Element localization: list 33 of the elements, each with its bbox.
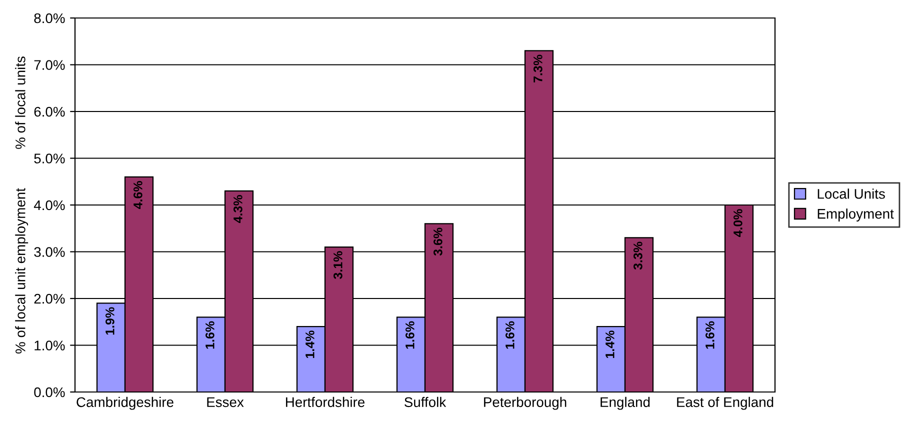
y-tick-label: 2.0% xyxy=(34,294,65,304)
data-label: 3.3% xyxy=(634,242,642,270)
data-label: 4.3% xyxy=(234,195,242,224)
x-tick-label: Cambridgeshire xyxy=(76,396,174,410)
data-label: 1.6% xyxy=(506,321,514,349)
data-label: 1.6% xyxy=(206,321,214,349)
x-tick-label: Suffolk xyxy=(404,396,446,408)
y-tick-label: 3.0% xyxy=(34,247,65,257)
y-tick-label: 6.0% xyxy=(34,106,65,117)
x-tick-label: East of England xyxy=(677,396,774,410)
data-label: 4.6% xyxy=(134,181,142,209)
x-tick-label: Peterborough xyxy=(484,396,566,410)
y-tick-label: 8.0% xyxy=(34,13,65,24)
y-axis-title: % of local unit employment % of local units xyxy=(15,56,28,354)
legend-label: Local Units xyxy=(818,188,885,199)
data-label: 1.4% xyxy=(306,330,314,358)
data-label: 1.6% xyxy=(706,321,714,349)
data-label: 3.6% xyxy=(434,228,442,256)
y-tick-label: 0.0% xyxy=(34,387,65,398)
data-label: 1.4% xyxy=(606,330,614,358)
data-label: 7.3% xyxy=(534,54,542,82)
data-label: 1.6% xyxy=(406,321,414,349)
data-label: 4.0% xyxy=(734,209,742,238)
y-tick-label: 7.0% xyxy=(34,60,65,70)
x-tick-label: England xyxy=(600,396,650,410)
y-tick-label: 4.0% xyxy=(34,200,65,210)
data-label: 1.9% xyxy=(106,307,114,335)
legend-label: Employment xyxy=(818,208,894,222)
x-tick-label: Hertfordshire xyxy=(286,396,365,408)
data-label: 3.1% xyxy=(334,251,342,280)
y-tick-label: 1.0% xyxy=(34,340,65,350)
y-tick-label: 5.0% xyxy=(34,154,65,164)
x-tick-label: Essex xyxy=(207,397,244,408)
